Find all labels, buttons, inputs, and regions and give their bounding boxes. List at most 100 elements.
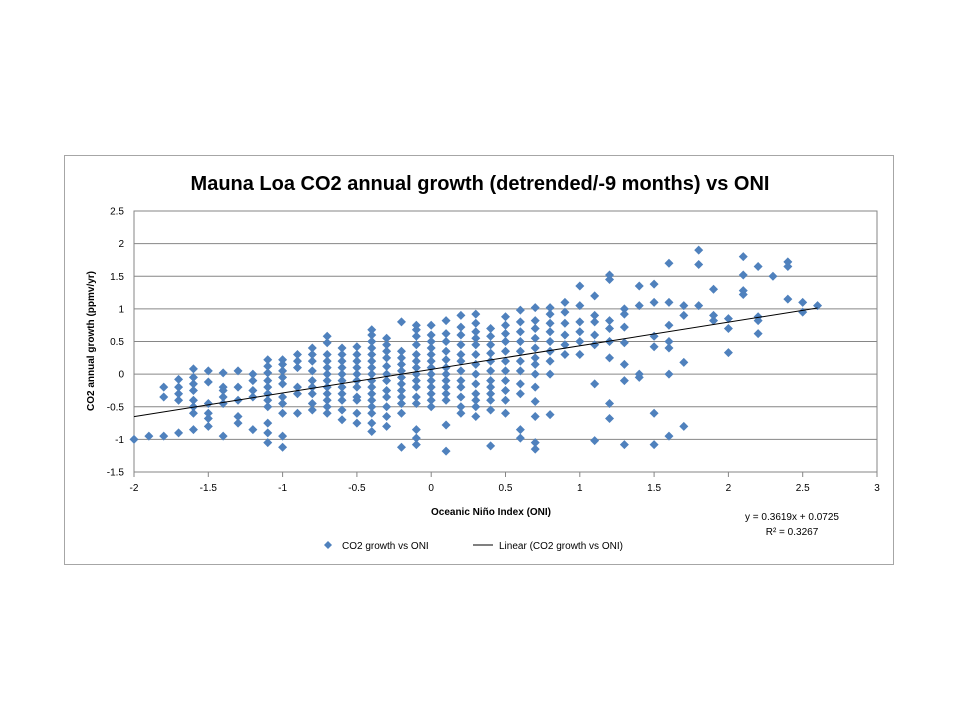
data-point [530, 353, 540, 363]
data-point [605, 398, 615, 408]
data-point [337, 369, 347, 379]
data-point [471, 327, 481, 337]
data-point [396, 398, 406, 408]
data-point [783, 261, 793, 271]
data-point [174, 428, 184, 438]
data-point [382, 402, 392, 412]
data-point [515, 433, 525, 443]
data-point [471, 340, 481, 350]
data-point [515, 366, 525, 376]
data-point [471, 359, 481, 369]
data-point [575, 301, 585, 311]
data-point [575, 337, 585, 346]
data-point [248, 392, 258, 402]
data-point [382, 333, 392, 343]
data-point [798, 297, 808, 307]
data-point [396, 372, 406, 382]
data-point [738, 286, 748, 296]
data-point [278, 372, 288, 382]
data-point [307, 343, 317, 353]
data-point [649, 279, 659, 289]
data-point [307, 366, 317, 376]
data-point [530, 333, 540, 343]
data-point [634, 369, 644, 379]
data-point [203, 377, 213, 387]
data-point [441, 316, 451, 326]
data-point [382, 376, 392, 386]
data-point [530, 397, 540, 407]
data-point [501, 376, 510, 386]
data-point [263, 418, 273, 428]
data-point [322, 331, 332, 341]
data-point [753, 312, 763, 322]
data-point [560, 307, 570, 317]
data-point [188, 372, 198, 382]
data-point [753, 261, 763, 271]
data-point [649, 297, 659, 307]
data-point [530, 412, 540, 422]
data-point [456, 340, 466, 350]
data-point [411, 376, 421, 386]
data-point [694, 301, 704, 311]
data-point [188, 364, 198, 374]
data-point [456, 330, 466, 340]
data-point [411, 320, 421, 330]
data-point [367, 330, 377, 340]
data-point [515, 389, 525, 399]
data-point [575, 327, 585, 337]
data-point [337, 415, 347, 425]
data-point [441, 355, 451, 365]
data-point [664, 258, 674, 268]
data-point [263, 382, 273, 392]
data-point [738, 270, 748, 280]
data-point [411, 340, 421, 350]
data-point [501, 320, 510, 330]
data-point [441, 395, 451, 405]
data-point [263, 389, 273, 399]
legend: CO2 growth vs ONI Linear (CO2 growth vs … [324, 541, 623, 552]
data-point [367, 395, 377, 405]
data-point [738, 252, 748, 262]
data-point [352, 382, 362, 392]
data-point [441, 369, 451, 379]
data-point [292, 350, 302, 360]
x-tick-label: 3 [874, 483, 880, 494]
data-point [530, 343, 540, 353]
chart-title: Mauna Loa CO2 annual growth (detrended/-… [191, 173, 770, 195]
data-point [411, 331, 421, 341]
data-point [218, 392, 228, 402]
data-point [278, 379, 288, 389]
data-point [411, 382, 421, 392]
data-point [203, 413, 213, 423]
data-point [292, 363, 302, 373]
data-point [649, 342, 659, 352]
data-point [486, 382, 496, 392]
data-point [471, 309, 481, 319]
data-point [322, 402, 332, 412]
data-point [322, 395, 332, 405]
data-point [753, 329, 763, 339]
data-point [144, 431, 154, 441]
data-point [367, 356, 377, 366]
y-tick-label: 1.5 [110, 272, 124, 283]
data-point [619, 304, 629, 314]
data-point [263, 376, 273, 386]
trend-line [133, 307, 818, 418]
data-point [426, 402, 436, 412]
data-point [634, 301, 644, 311]
data-point [233, 418, 243, 428]
data-point [426, 389, 436, 399]
data-point [426, 369, 436, 379]
data-point [188, 425, 198, 435]
data-point [307, 389, 317, 399]
data-point [619, 359, 629, 369]
legend-trend-label: Linear (CO2 growth vs ONI) [499, 541, 623, 552]
data-point [159, 431, 169, 441]
legend-series-marker [324, 541, 332, 549]
data-point [664, 343, 674, 353]
data-point [411, 363, 421, 373]
data-point [619, 309, 629, 319]
data-point [515, 346, 525, 356]
x-tick-label: 2 [726, 483, 732, 494]
data-point [382, 385, 392, 395]
